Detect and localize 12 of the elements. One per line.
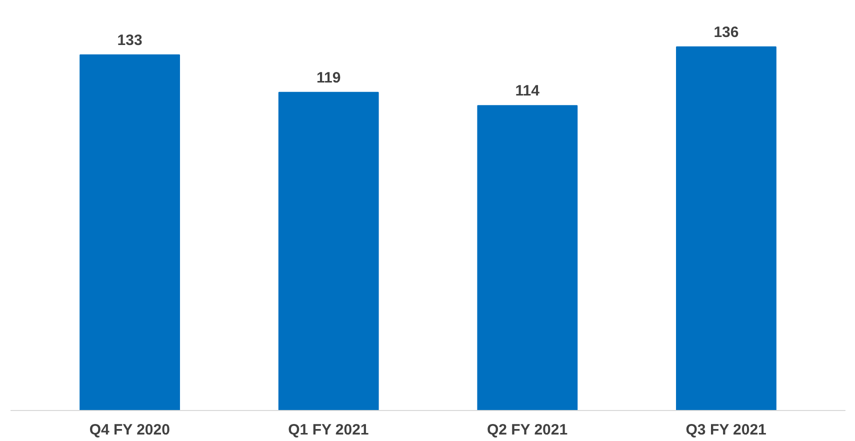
data-label: 133: [117, 32, 142, 49]
bar: [676, 46, 776, 410]
data-label: 119: [316, 69, 341, 86]
x-tick-label: Q1 FY 2021: [288, 422, 369, 438]
x-tick-label: Q3 FY 2021: [686, 422, 766, 438]
bar: [477, 105, 578, 410]
x-tick-label: Q4 FY 2020: [89, 422, 170, 438]
x-tick-label: Q2 FY 2021: [486, 422, 568, 438]
data-label: 114: [515, 82, 540, 100]
bar: [80, 54, 180, 410]
data-label: 136: [714, 24, 739, 41]
bar: [278, 92, 379, 410]
